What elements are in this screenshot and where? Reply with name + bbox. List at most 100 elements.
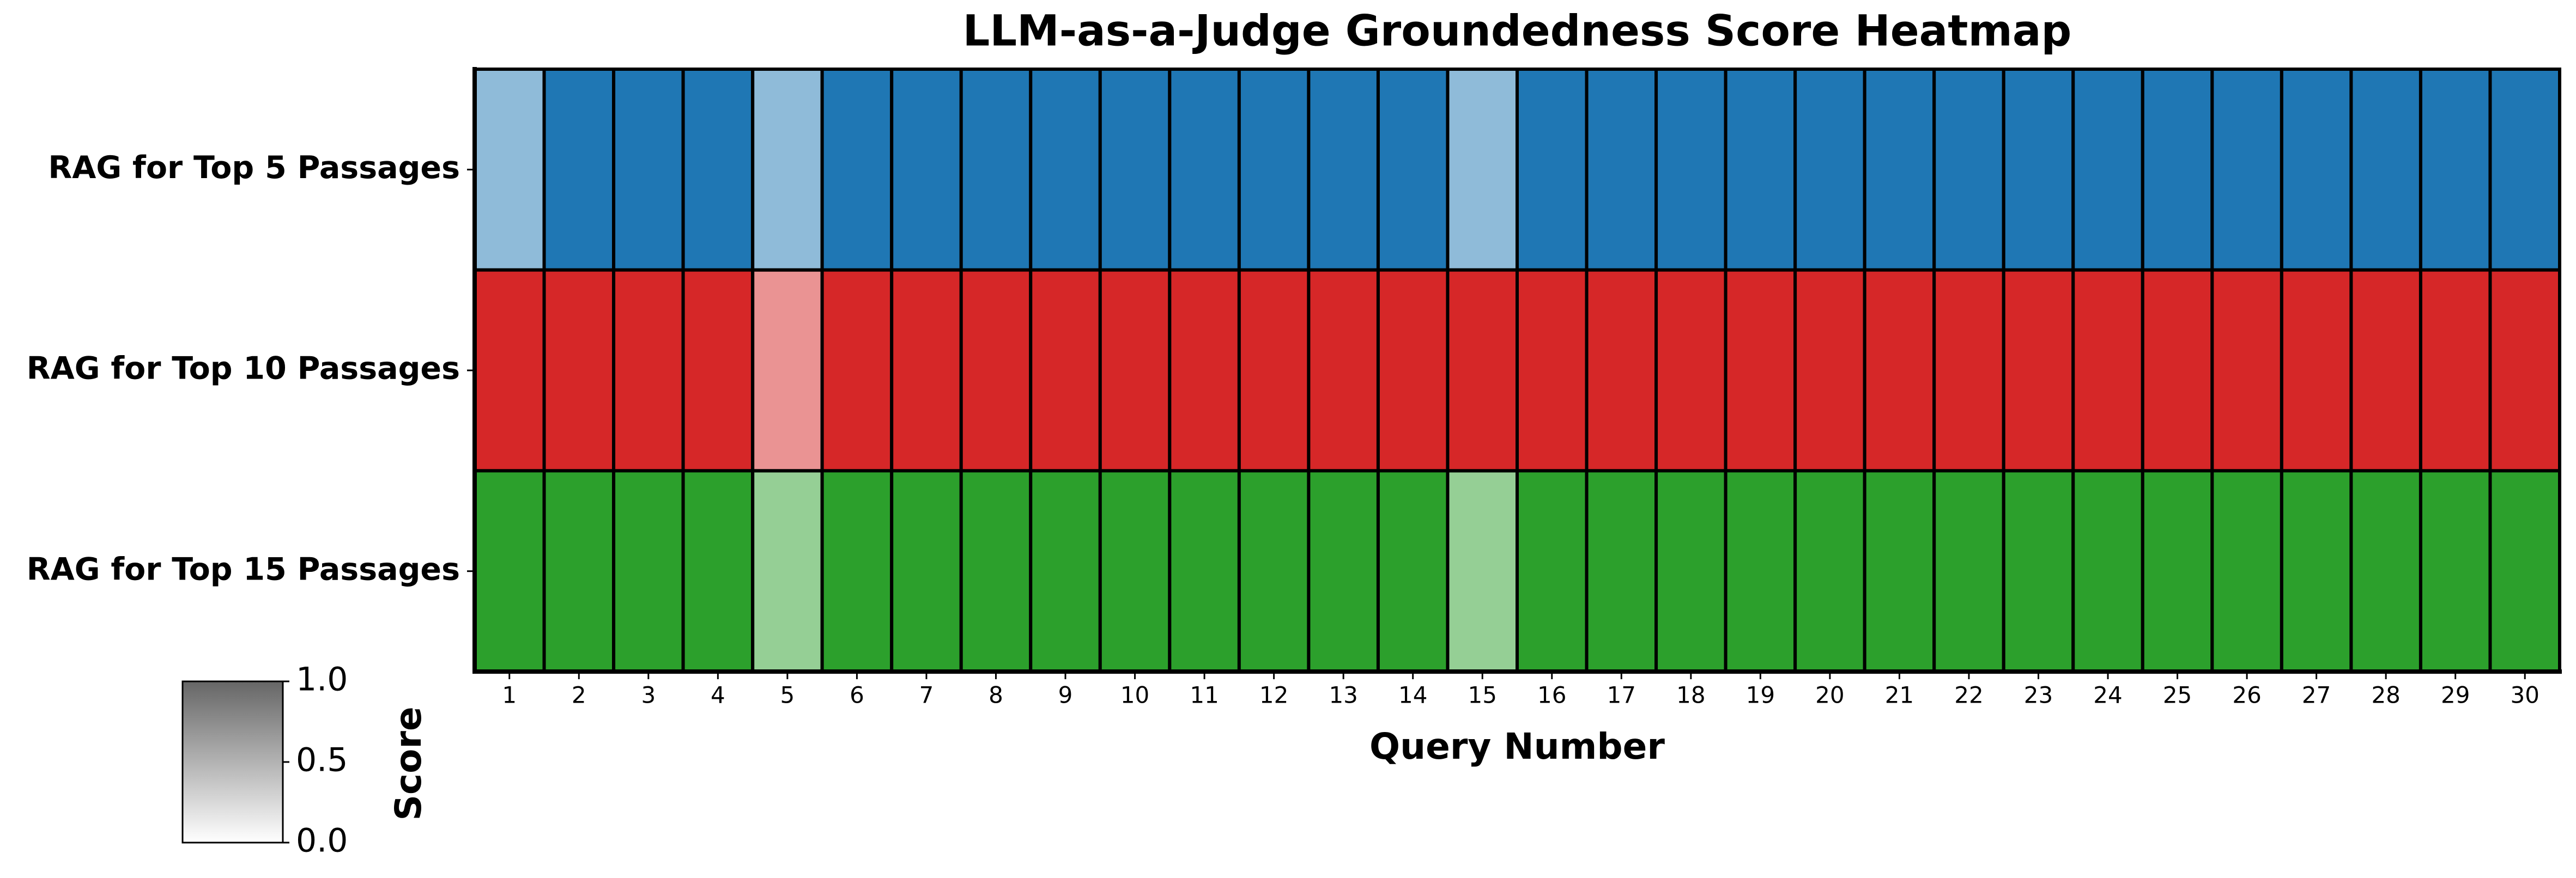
heatmap-cell	[2280, 469, 2353, 673]
heatmap-cell	[2419, 268, 2492, 473]
heatmap-cell	[1446, 469, 1519, 673]
heatmap-cell	[890, 268, 963, 473]
heatmap-cell	[1098, 268, 1172, 473]
heatmap-cell	[751, 68, 824, 272]
heatmap-cell	[1654, 268, 1728, 473]
heatmap-cell	[1446, 268, 1519, 473]
x-tick-label: 22	[1954, 682, 1983, 709]
heatmap-cell	[1168, 469, 1241, 673]
heatmap-cell	[542, 268, 616, 473]
heatmap-cell	[1585, 469, 1658, 673]
heatmap-cell	[2280, 68, 2353, 272]
heatmap-cell	[1237, 268, 1311, 473]
heatmap-cell	[1585, 68, 1658, 272]
heatmap-cell	[2071, 68, 2144, 272]
x-tick-label: 8	[989, 682, 1003, 709]
heatmap-cell	[1376, 268, 1450, 473]
heatmap-cell	[2071, 469, 2144, 673]
x-tick-label: 2	[572, 682, 586, 709]
x-tick-label: 20	[1815, 682, 1844, 709]
heatmap-cell	[2488, 469, 2562, 673]
heatmap-cell	[473, 268, 546, 473]
heatmap-cell	[1168, 268, 1241, 473]
heatmap-cell	[751, 268, 824, 473]
heatmap-cell	[1029, 469, 1102, 673]
heatmap-cell	[1793, 68, 1866, 272]
x-tick-label: 25	[2163, 682, 2192, 709]
x-tick-label: 18	[1676, 682, 1705, 709]
heatmap-cell	[1516, 469, 1589, 673]
heatmap-cell	[2002, 268, 2075, 473]
x-axis-label: Query Number	[1369, 725, 1665, 767]
heatmap-cell	[2210, 268, 2283, 473]
heatmap-cell	[959, 469, 1033, 673]
colorbar	[181, 680, 284, 844]
heatmap-cell	[2349, 469, 2422, 673]
x-tick-label: 5	[780, 682, 795, 709]
heatmap-cell	[890, 469, 963, 673]
heatmap-cell	[1932, 469, 2005, 673]
heatmap-cell	[1654, 469, 1728, 673]
heatmap-cell	[2488, 68, 2562, 272]
chart-title: LLM-as-a-Judge Groundedness Score Heatma…	[963, 7, 2072, 56]
x-tick-label: 13	[1329, 682, 1357, 709]
x-tick-label: 6	[850, 682, 864, 709]
heatmap-cell	[612, 268, 685, 473]
colorbar-tick-label: 0.5	[296, 741, 348, 779]
x-tick-label: 23	[2024, 682, 2053, 709]
row-label: RAG for Top 5 Passages	[48, 150, 460, 186]
x-tick-label: 4	[711, 682, 725, 709]
x-tick-label: 24	[2093, 682, 2122, 709]
heatmap-cell	[1654, 68, 1728, 272]
x-tick-label: 29	[2441, 682, 2470, 709]
x-tick-label: 17	[1607, 682, 1636, 709]
heatmap-cell	[2141, 68, 2214, 272]
heatmap-cell	[612, 68, 685, 272]
heatmap-cell	[1585, 268, 1658, 473]
heatmap-cell	[2349, 68, 2422, 272]
heatmap-cell	[2419, 68, 2492, 272]
heatmap-cell	[681, 469, 755, 673]
x-tick-label: 11	[1190, 682, 1219, 709]
heatmap-cell	[820, 68, 894, 272]
heatmap-cell	[751, 469, 824, 673]
heatmap-cell	[2280, 268, 2353, 473]
heatmap-cell	[681, 68, 755, 272]
heatmap-cell	[1793, 469, 1866, 673]
heatmap-cell	[1516, 68, 1589, 272]
heatmap-cell	[1724, 68, 1797, 272]
heatmap-cell	[1863, 469, 1936, 673]
heatmap-cell	[1307, 268, 1380, 473]
heatmap-cell	[2071, 268, 2144, 473]
row-label: RAG for Top 10 Passages	[27, 351, 460, 387]
heatmap-cell	[2002, 469, 2075, 673]
heatmap-cell	[542, 469, 616, 673]
x-tick-label: 7	[919, 682, 934, 709]
heatmap-cell	[1168, 68, 1241, 272]
heatmap-cell	[612, 469, 685, 673]
heatmap-cell	[2210, 68, 2283, 272]
x-tick-label: 28	[2371, 682, 2400, 709]
heatmap-cell	[890, 68, 963, 272]
x-tick-label: 30	[2511, 682, 2539, 709]
heatmap-cell	[1793, 268, 1866, 473]
heatmap-cell	[473, 68, 546, 272]
heatmap-cell	[2349, 268, 2422, 473]
heatmap-cell	[1237, 68, 1311, 272]
x-tick-label: 15	[1468, 682, 1497, 709]
colorbar-tick-label: 0.0	[296, 822, 348, 860]
heatmap-cell	[959, 68, 1033, 272]
colorbar-tick-label: 1.0	[296, 661, 348, 699]
heatmap-cell	[959, 268, 1033, 473]
heatmap-cell	[473, 469, 546, 673]
heatmap-cell	[1029, 268, 1102, 473]
heatmap-cell	[1724, 268, 1797, 473]
x-tick-label: 14	[1398, 682, 1427, 709]
heatmap-cell	[820, 268, 894, 473]
row-label: RAG for Top 15 Passages	[27, 551, 460, 587]
heatmap-cell	[1724, 469, 1797, 673]
heatmap-cell	[1098, 469, 1172, 673]
heatmap-cell	[1932, 68, 2005, 272]
heatmap-cell	[2141, 469, 2214, 673]
